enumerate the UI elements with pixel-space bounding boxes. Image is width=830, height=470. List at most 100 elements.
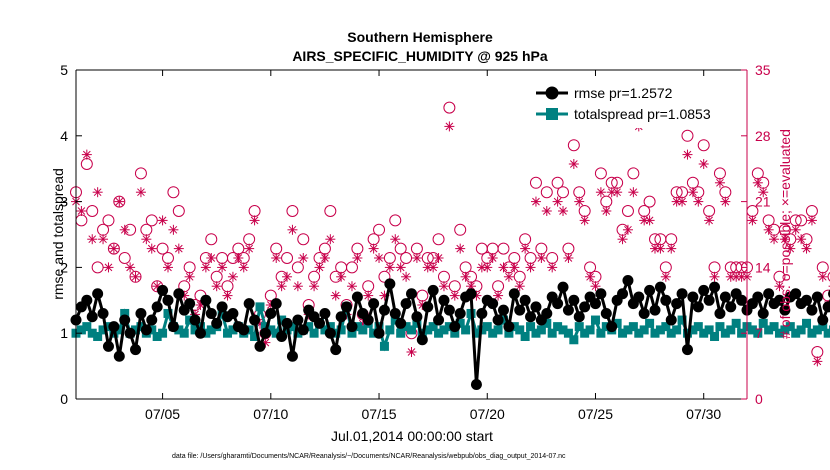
rmse-point <box>249 314 261 326</box>
rmse-point <box>671 298 683 310</box>
rmse-point <box>709 281 721 293</box>
spread-point <box>250 331 260 341</box>
spread-point <box>764 325 774 335</box>
rmse-point <box>189 314 201 326</box>
rmse-point <box>503 321 515 333</box>
spread-point <box>574 322 584 332</box>
rmse-point <box>552 298 564 310</box>
rmse-point <box>243 298 255 310</box>
y2-tick-label: 7 <box>755 325 763 341</box>
obs-possible-point <box>394 242 407 255</box>
rmse-point <box>194 327 206 339</box>
rmse-point <box>736 294 748 306</box>
obs-possible-point <box>697 139 710 152</box>
obs-possible-point <box>281 252 294 264</box>
rmse-point <box>259 327 271 339</box>
rmse-point <box>676 288 688 300</box>
spread-point <box>666 328 676 338</box>
rmse-point <box>151 301 163 313</box>
obs-possible-point <box>621 205 634 217</box>
rmse-point <box>130 344 142 356</box>
y-tick-label: 4 <box>60 128 68 144</box>
rmse-point <box>573 311 585 323</box>
spread-point <box>580 328 590 338</box>
spread-point <box>482 322 492 332</box>
obs-possible-point <box>540 186 553 199</box>
x-tick-label: 07/30 <box>686 406 721 422</box>
y-tick-label: 5 <box>60 62 68 78</box>
rmse-point <box>146 314 158 326</box>
obs-possible-point <box>107 242 120 255</box>
spread-point <box>553 322 563 332</box>
rmse-point <box>562 304 574 316</box>
spread-point <box>682 328 692 338</box>
spread-point <box>672 325 682 335</box>
spread-point <box>645 318 655 328</box>
y-ticks-right: 0 7 14 21 28 35 <box>741 62 771 407</box>
obs-possible-point <box>129 270 142 283</box>
rmse-point <box>97 307 109 319</box>
x-tick-label: 07/25 <box>578 406 613 422</box>
spread-point <box>531 328 541 338</box>
rmse-point <box>427 284 439 296</box>
spread-point <box>796 325 806 335</box>
rmse-point <box>433 314 445 326</box>
rmse-point <box>205 307 217 319</box>
rmse-point <box>638 307 650 319</box>
rmse-point <box>400 298 412 310</box>
rmse-point <box>660 294 672 306</box>
spread-point <box>255 302 265 312</box>
spread-point <box>504 328 514 338</box>
spread-point <box>271 328 281 338</box>
spread-point <box>407 325 416 335</box>
spread-point <box>693 322 703 332</box>
x-tick-label: 07/15 <box>362 406 397 422</box>
spread-point <box>520 331 530 341</box>
rmse-point <box>487 298 499 310</box>
spread-point <box>563 328 573 338</box>
obs-possible-point <box>156 242 169 255</box>
x-tick-label: 07/10 <box>253 406 288 422</box>
spread-point <box>434 328 444 338</box>
obs-possible-point <box>567 139 580 152</box>
rmse-point <box>817 314 829 326</box>
rmse-point <box>719 291 731 303</box>
spread-point <box>612 318 622 328</box>
obs-possible-point <box>557 186 570 199</box>
spread-point <box>542 318 552 328</box>
obs-possible-point <box>681 129 694 142</box>
rmse-point <box>508 288 520 300</box>
series-star <box>71 121 830 367</box>
spread-point <box>206 325 216 335</box>
rmse-point <box>173 288 185 300</box>
rmse-point <box>286 350 298 362</box>
rmse-point <box>411 311 423 323</box>
rmse-point <box>449 321 461 333</box>
rmse-point <box>351 291 363 303</box>
obs-possible-point <box>551 176 564 189</box>
rmse-point <box>319 307 331 319</box>
legend-marker-circle <box>545 86 559 100</box>
rmse-point <box>703 294 715 306</box>
rmse-point <box>86 311 98 323</box>
spread-point <box>785 322 795 332</box>
obs-possible-point <box>91 261 104 274</box>
series-circle <box>70 275 830 391</box>
spread-point <box>336 325 346 335</box>
spread-point <box>628 322 638 332</box>
spread-point <box>266 325 276 335</box>
rmse-point <box>162 294 174 306</box>
spread-point <box>639 325 649 335</box>
rmse-point <box>113 350 125 362</box>
rmse-point <box>422 301 434 313</box>
chart-title-line2: AIRS_SPECIFIC_HUMIDITY @ 925 hPa <box>292 48 548 64</box>
rmse-point <box>622 275 634 287</box>
spread-point <box>720 328 730 338</box>
rmse-point <box>124 327 136 339</box>
rmse-point <box>227 307 239 319</box>
spread-point <box>217 308 227 318</box>
spread-point <box>769 322 779 332</box>
rmse-point <box>443 304 455 316</box>
y2-tick-label: 21 <box>755 194 771 210</box>
obs-possible-point <box>324 205 337 217</box>
